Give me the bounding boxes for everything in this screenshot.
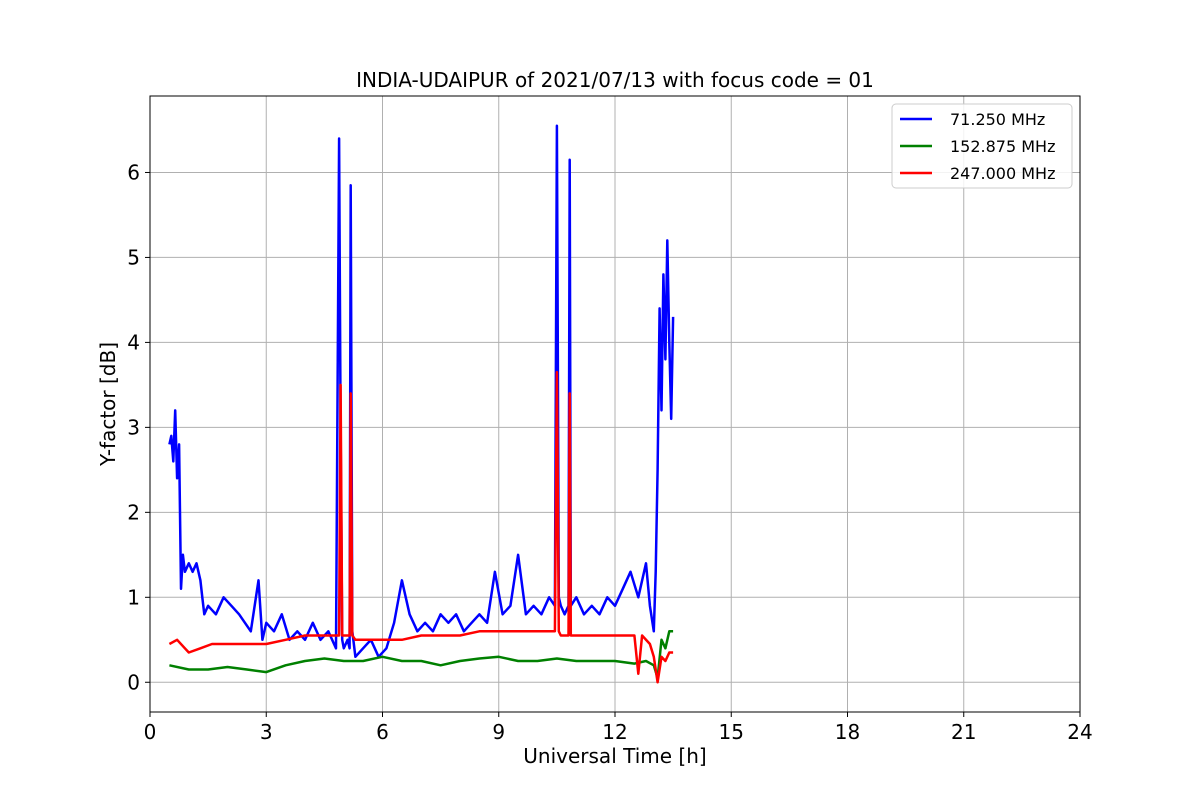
y-tick-label: 0	[127, 670, 140, 694]
x-tick-label: 0	[144, 720, 157, 744]
x-axis-label: Universal Time [h]	[523, 744, 706, 768]
x-tick-label: 6	[376, 720, 389, 744]
series-line-2	[168, 370, 674, 684]
y-tick-label: 1	[127, 585, 140, 609]
y-axis-label: Y-factor [dB]	[96, 342, 120, 467]
chart-title: INDIA-UDAIPUR of 2021/07/13 with focus c…	[356, 68, 874, 92]
x-tick-label: 24	[1067, 720, 1092, 744]
plot-area	[168, 124, 675, 684]
series-line-1	[169, 630, 674, 680]
y-tick-label: 4	[127, 330, 140, 354]
y-tick-label: 5	[127, 245, 140, 269]
series-line-0	[168, 124, 675, 659]
x-tick-label: 3	[260, 720, 273, 744]
legend-label: 247.000 MHz	[950, 164, 1055, 183]
x-tick-label: 12	[602, 720, 627, 744]
legend-label: 152.875 MHz	[950, 137, 1055, 156]
y-tick-label: 6	[127, 160, 140, 184]
x-tick-label: 21	[951, 720, 976, 744]
x-axis: 0 3 6 9 12 15 18 21 24	[144, 712, 1093, 744]
y-axis: 0 1 2 3 4 5 6	[127, 160, 150, 694]
y-tick-label: 2	[127, 500, 140, 524]
legend-box	[891, 103, 1073, 189]
legend: 71.250 MHz 152.875 MHz 247.000 MHz	[891, 103, 1073, 189]
x-tick-label: 15	[719, 720, 744, 744]
x-tick-label: 9	[492, 720, 505, 744]
y-tick-label: 3	[127, 415, 140, 439]
x-tick-label: 18	[835, 720, 860, 744]
legend-label: 71.250 MHz	[950, 110, 1045, 129]
